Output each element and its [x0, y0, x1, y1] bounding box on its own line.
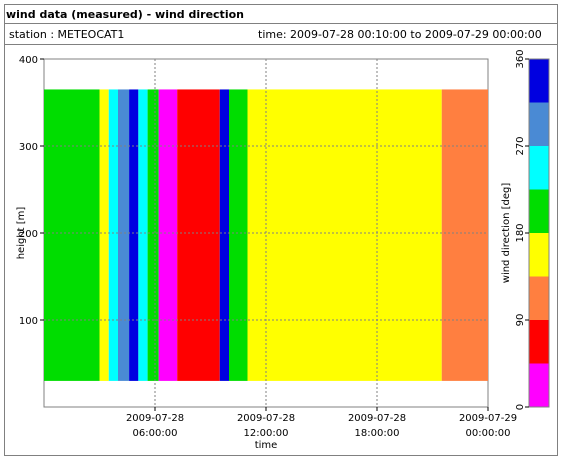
heatmap-band-9	[177, 89, 220, 381]
y-tick-label-1: 200	[19, 229, 38, 240]
heatmap-band-6	[138, 89, 148, 381]
heatmap-band-5	[129, 89, 139, 381]
colorbar-segment-3	[529, 233, 549, 277]
colorbar-segment-4	[529, 189, 549, 233]
colorbar-segment-7	[529, 59, 549, 103]
x-tick-label-time-3: 00:00:00	[466, 428, 511, 439]
x-tick-label-time-0: 06:00:00	[133, 428, 178, 439]
heatmap-band-12	[247, 89, 442, 381]
heatmap-band-13	[441, 89, 488, 381]
colorbar-segment-6	[529, 102, 549, 146]
colorbar-segment-5	[529, 146, 549, 190]
colorbar-segment-1	[529, 320, 549, 364]
grid-lines	[44, 59, 488, 407]
colorbar	[528, 58, 550, 408]
time-range-label: time: 2009-07-28 00:10:00 to 2009-07-29 …	[258, 28, 542, 41]
y-axis-label: height [m]	[16, 207, 27, 260]
colorbar-tick-label-2: 180	[515, 223, 526, 242]
station-label: station : METEOCAT1	[9, 28, 125, 41]
colorbar-segment-2	[529, 276, 549, 320]
x-axis-ticks: 2009-07-28 06:00:00 2009-07-28 12:00:00 2009…	[126, 407, 517, 439]
y-tick-label-2: 300	[19, 142, 38, 153]
colorbar-tick-label-0: 0	[515, 404, 526, 410]
colorbar-label: wind direction [deg]	[501, 183, 512, 284]
heatmap-band-7	[147, 89, 159, 381]
heatmap-band-8	[158, 89, 178, 381]
x-tick-label-time-1: 12:00:00	[244, 428, 289, 439]
x-tick-label-date-3: 2009-07-29	[459, 413, 517, 424]
colorbar-ticks: 0 90 180 270 360	[515, 49, 529, 410]
heatmap-band-3	[108, 89, 118, 381]
colorbar-segment-0	[529, 363, 549, 407]
x-axis-label: time	[255, 440, 278, 451]
heatmap-band-2	[99, 89, 109, 381]
x-tick-label-time-2: 18:00:00	[355, 428, 400, 439]
heatmap-band-11	[229, 89, 248, 381]
y-tick-label-3: 400	[19, 55, 38, 66]
heatmap-bands	[44, 89, 488, 381]
heatmap-band-1	[44, 89, 100, 381]
y-axis-ticks: 100 200 300 400	[19, 55, 44, 327]
x-tick-label-date-0: 2009-07-28	[126, 413, 184, 424]
chart-title: wind data (measured) - wind direction	[6, 8, 244, 21]
heatmap-band-10	[219, 89, 229, 381]
y-tick-label-0: 100	[19, 316, 38, 327]
colorbar-tick-label-1: 90	[515, 314, 526, 327]
heatmap-band-4	[118, 89, 130, 381]
title-divider	[5, 23, 557, 24]
meta-divider	[5, 44, 557, 45]
x-tick-label-date-2: 2009-07-28	[348, 413, 406, 424]
colorbar-tick-label-4: 360	[515, 49, 526, 68]
chart-frame	[4, 4, 558, 456]
x-tick-label-date-1: 2009-07-28	[237, 413, 295, 424]
colorbar-tick-label-3: 270	[515, 136, 526, 155]
